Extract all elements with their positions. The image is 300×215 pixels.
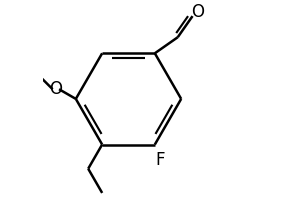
Text: O: O — [49, 80, 62, 98]
Text: F: F — [155, 150, 165, 169]
Text: O: O — [191, 3, 204, 21]
